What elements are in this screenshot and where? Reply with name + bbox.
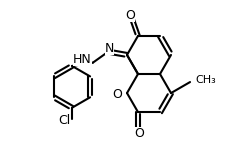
Text: Cl: Cl bbox=[58, 114, 70, 127]
Text: HN: HN bbox=[73, 53, 92, 66]
Text: O: O bbox=[112, 88, 122, 101]
Text: O: O bbox=[125, 9, 135, 22]
Text: CH₃: CH₃ bbox=[195, 75, 216, 85]
Text: N: N bbox=[105, 42, 114, 55]
Text: O: O bbox=[134, 127, 144, 140]
